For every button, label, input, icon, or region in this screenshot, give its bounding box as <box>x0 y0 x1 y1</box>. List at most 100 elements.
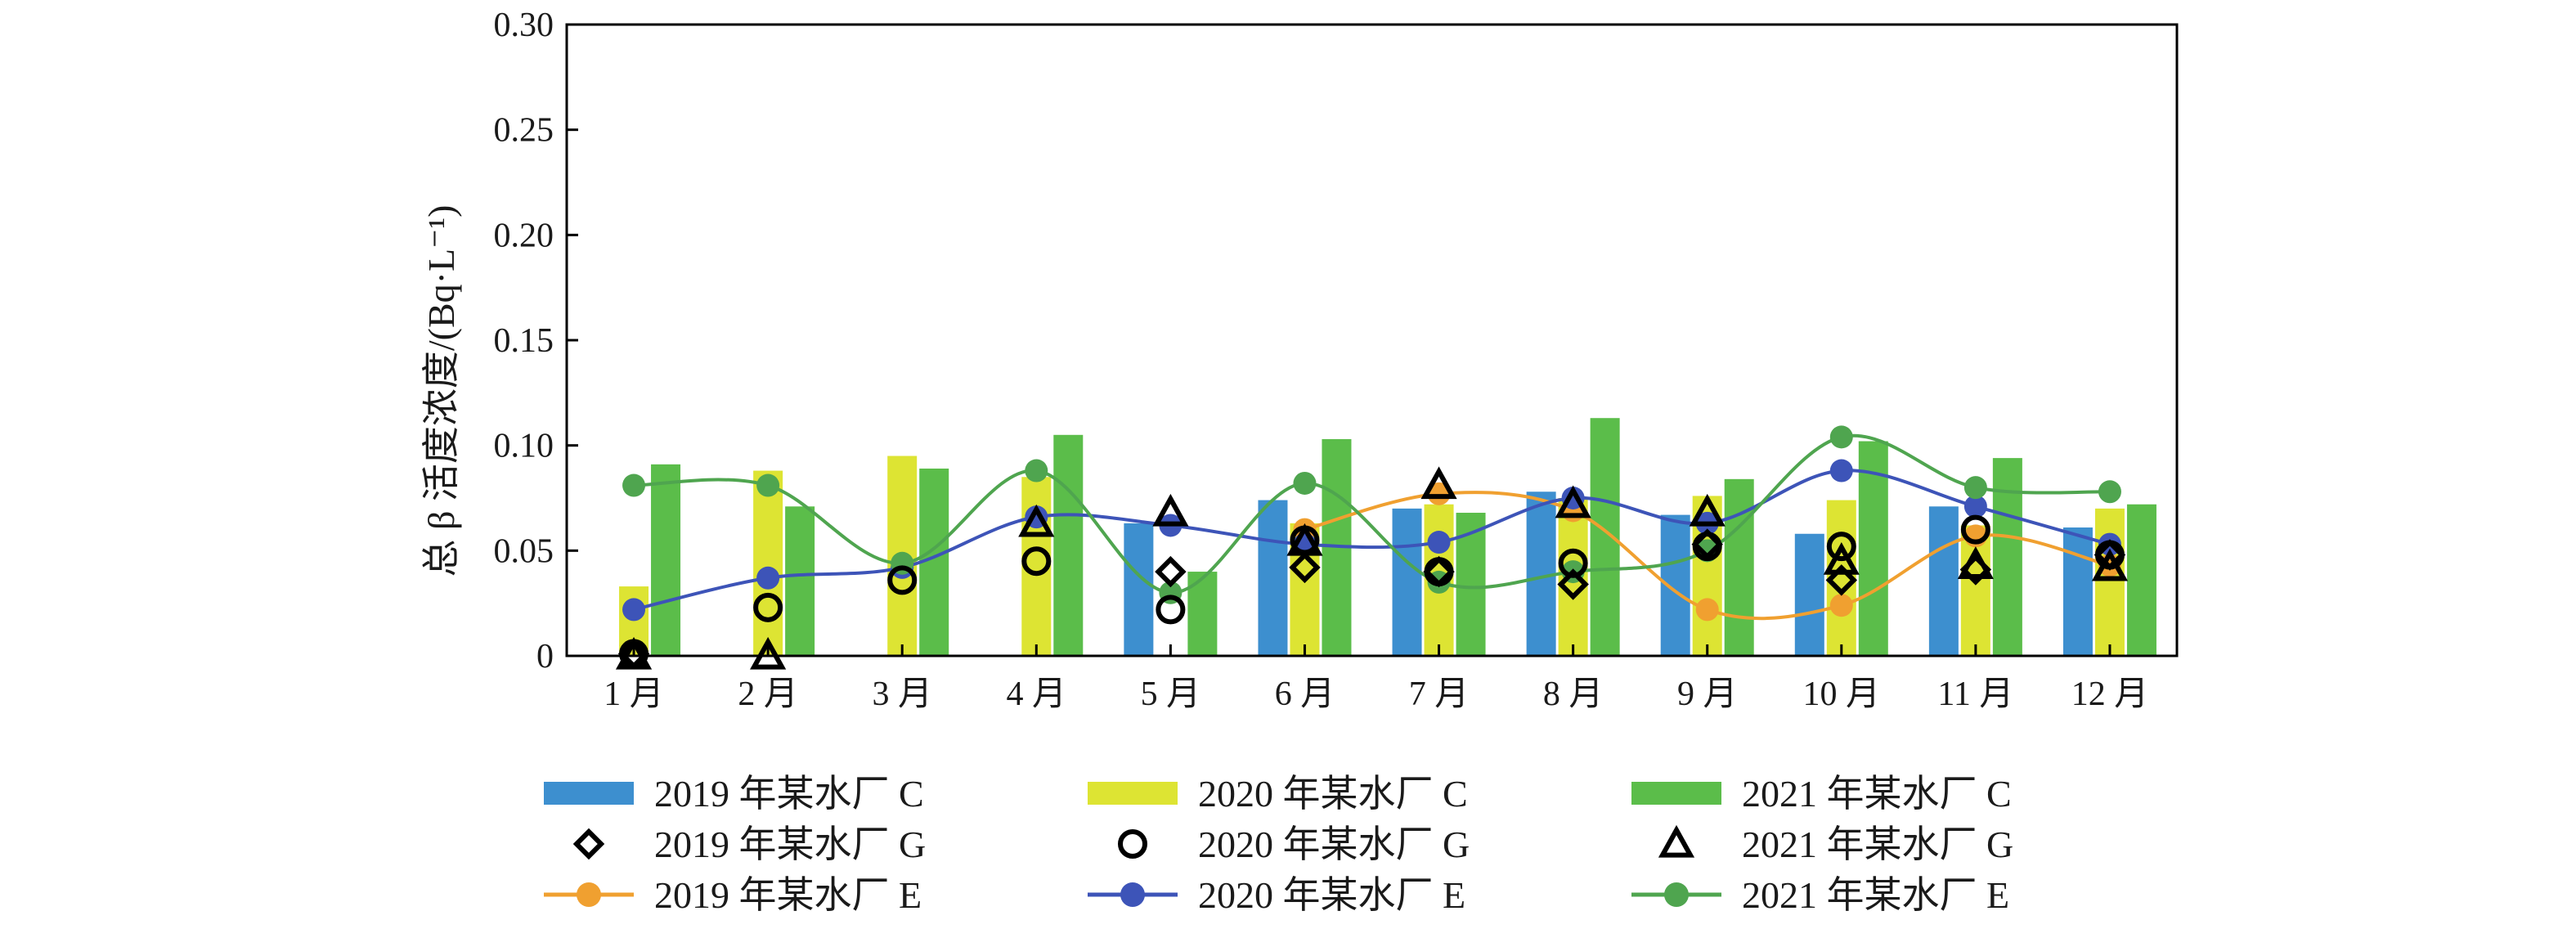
bar <box>1258 500 1288 656</box>
marker-point <box>1823 542 1860 575</box>
y-axis-title: 总 β 活度浓度/(Bq·L⁻¹) <box>420 205 462 577</box>
bar <box>1992 458 2022 656</box>
marker-point <box>1826 532 1856 562</box>
legend-swatch <box>1631 782 1721 805</box>
marker-point <box>1156 595 1186 625</box>
x-tick-label: 9 月 <box>1677 675 1738 713</box>
marker-point <box>1286 523 1323 556</box>
bar <box>1794 533 1824 656</box>
x-tick-label: 7 月 <box>1409 675 1470 713</box>
legend-item: 2020 年某水厂 C <box>1088 773 1468 815</box>
line-point <box>756 473 780 497</box>
marker-point <box>1021 546 1052 577</box>
bar <box>1124 523 1154 656</box>
x-tick-label: 4 月 <box>1007 675 1067 713</box>
legend-swatch <box>1118 829 1147 859</box>
bar <box>2062 527 2093 656</box>
legend-label: 2020 年某水厂 G <box>1198 824 1470 865</box>
line-point <box>1829 594 1853 617</box>
legend-swatch <box>1120 882 1145 907</box>
bar <box>1724 478 1754 656</box>
legend-item: 2020 年某水厂 E <box>1088 874 1465 916</box>
y-tick-label: 0 <box>536 638 554 675</box>
line-point <box>1695 598 1719 622</box>
marker-point <box>615 636 653 670</box>
y-tick-label: 0.25 <box>494 112 554 150</box>
legend-swatch <box>1088 782 1178 805</box>
legend-label: 2020 年某水厂 E <box>1198 874 1465 916</box>
bar <box>651 464 681 656</box>
legend-label: 2021 年某水厂 G <box>1742 824 2013 865</box>
marker-point <box>1152 493 1189 527</box>
marker-point <box>1825 564 1858 596</box>
marker-point <box>1424 557 1454 587</box>
bar <box>1928 506 1959 656</box>
line-point <box>1829 459 1853 482</box>
x-tick-label: 8 月 <box>1543 675 1604 713</box>
marker-point <box>750 636 787 670</box>
line-point <box>1025 459 1048 482</box>
legend-swatch <box>1664 882 1689 907</box>
x-tick-label: 6 月 <box>1275 675 1335 713</box>
marker-point <box>1960 514 1990 545</box>
x-tick-label: 5 月 <box>1141 675 1201 713</box>
legend-swatch <box>1658 824 1695 858</box>
legend-item: 2019 年某水厂 C <box>544 773 924 815</box>
legend-swatch <box>572 828 605 860</box>
legend-item: 2021 年某水厂 E <box>1631 874 2009 916</box>
x-tick-label: 10 月 <box>1803 675 1881 713</box>
line-point <box>1963 495 1987 518</box>
line-point <box>622 473 646 497</box>
line-point <box>2098 480 2121 504</box>
legend-item: 2020 年某水厂 G <box>1118 824 1470 865</box>
x-tick-label: 12 月 <box>2071 675 2149 713</box>
bar <box>1590 418 1620 656</box>
x-tick-label: 3 月 <box>872 675 932 713</box>
line-point <box>756 566 780 590</box>
line-point <box>1829 425 1853 449</box>
marker-point <box>1289 551 1321 584</box>
line-point <box>1963 476 1987 500</box>
marker-point <box>753 592 783 622</box>
bar <box>785 506 815 656</box>
y-tick-label: 0.20 <box>494 217 554 254</box>
legend-swatch <box>577 882 601 907</box>
legend-swatch <box>544 782 634 805</box>
y-tick-label: 0.05 <box>494 532 554 570</box>
bar <box>753 470 783 656</box>
marker-point <box>1555 485 1591 518</box>
y-tick-label: 0.10 <box>494 428 554 465</box>
bar <box>1858 441 1888 656</box>
marker-point <box>2091 548 2129 581</box>
marker-point <box>1957 546 1994 579</box>
x-tick-label: 1 月 <box>604 675 664 713</box>
legend-label: 2019 年某水厂 C <box>654 773 924 815</box>
x-tick-label: 11 月 <box>1937 675 2013 713</box>
legend-label: 2021 年某水厂 E <box>1742 874 2009 916</box>
bar <box>1392 508 1422 656</box>
series-line <box>634 433 2111 595</box>
marker-point <box>1692 532 1722 562</box>
marker-point <box>1155 555 1187 588</box>
marker-point <box>1018 504 1055 537</box>
line-point <box>622 598 646 622</box>
marker-point <box>1557 568 1589 600</box>
marker-point <box>2094 540 2125 570</box>
marker-point <box>1558 548 1588 578</box>
bar <box>2126 504 2156 656</box>
line-point <box>1427 531 1451 554</box>
legend-label: 2019 年某水厂 G <box>654 824 926 865</box>
series-line <box>633 469 2111 612</box>
legend-item: 2021 年某水厂 G <box>1658 824 2013 865</box>
marker-point <box>1420 466 1457 500</box>
legend-item: 2021 年某水厂 C <box>1631 773 2012 815</box>
legend-label: 2019 年某水厂 E <box>654 874 922 916</box>
line-point <box>1293 471 1317 495</box>
x-tick-label: 2 月 <box>738 675 798 713</box>
bar <box>1053 434 1084 656</box>
y-tick-label: 0.30 <box>494 7 554 44</box>
marker-point <box>887 565 918 595</box>
y-tick-label: 0.15 <box>494 322 554 360</box>
bar <box>2094 508 2125 656</box>
